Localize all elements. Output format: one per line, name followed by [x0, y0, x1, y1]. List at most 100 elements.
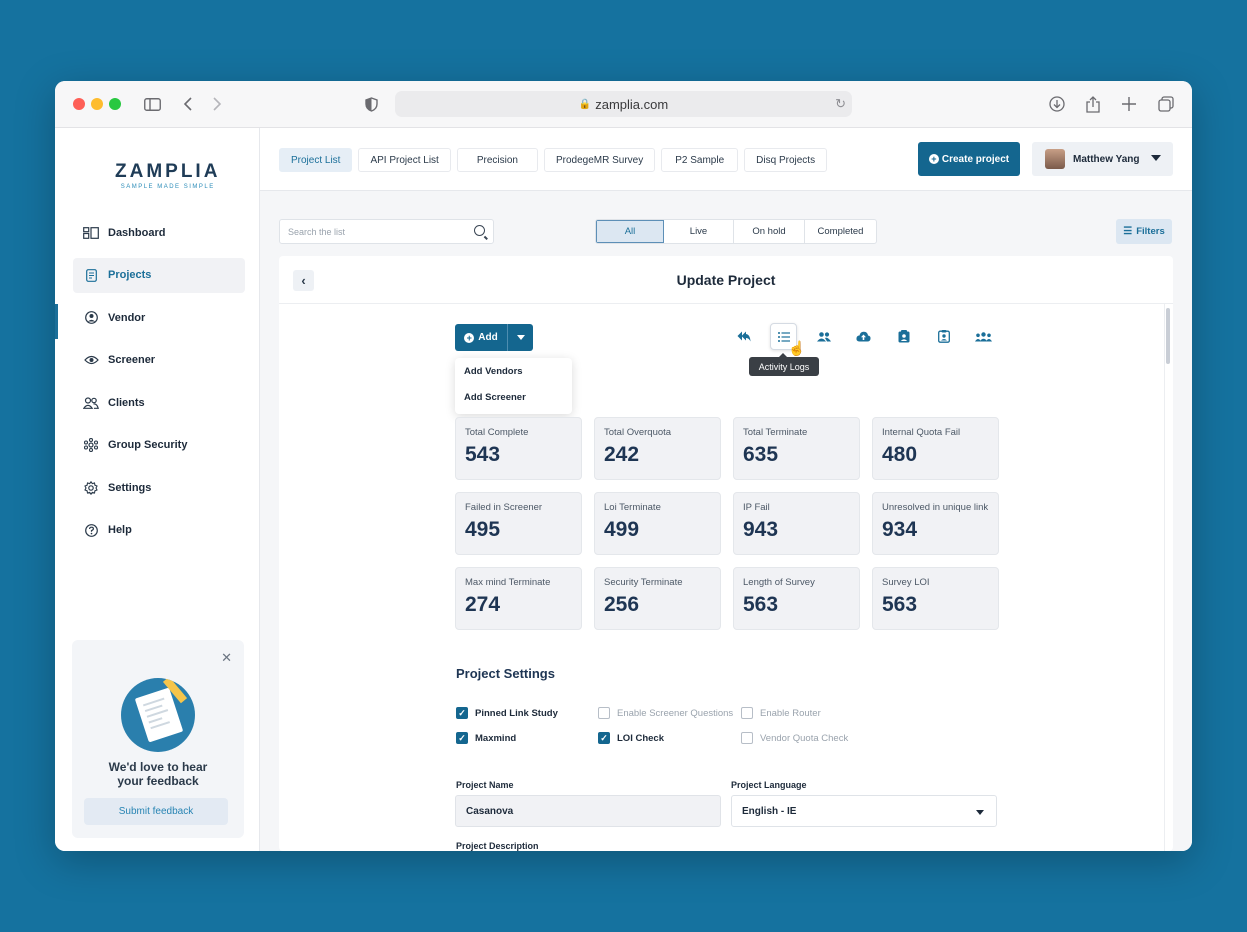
sidebar-item-help[interactable]: Help — [73, 513, 245, 548]
share-icon[interactable] — [1082, 93, 1104, 115]
feedback-card: ✕ We'd love to hear your feedback Submit… — [72, 640, 244, 838]
tab-prodegemr-survey[interactable]: ProdegeMR Survey — [543, 148, 656, 172]
stat-card: Internal Quota Fail 480 — [872, 417, 999, 480]
stat-card: Loi Terminate 499 — [594, 492, 721, 555]
cloud-upload-icon[interactable] — [850, 323, 877, 350]
segment-all[interactable]: All — [596, 220, 664, 243]
active-indicator — [55, 304, 58, 339]
url-text: zamplia.com — [595, 96, 669, 112]
clients-icon — [83, 395, 99, 411]
logo-wordmark: ZAMPLIA — [115, 161, 221, 182]
chevron-down-icon — [1151, 155, 1161, 161]
privacy-shield-icon[interactable] — [360, 93, 382, 115]
scrollbar[interactable] — [1164, 304, 1173, 851]
zamplia-logo[interactable]: ZAMPLIA SAMPLE MADE SIMPLE — [115, 161, 220, 190]
search-placeholder: Search the list — [288, 226, 346, 237]
add-menu: Add Vendors Add Screener — [455, 358, 572, 414]
stat-card: Survey LOI 563 — [872, 567, 999, 630]
main-content: Search the list All Live On hold Complet… — [260, 191, 1192, 851]
sidebar-item-clients[interactable]: Clients — [73, 385, 245, 420]
contact-card-icon[interactable] — [930, 323, 957, 350]
reload-icon[interactable]: ↻ — [835, 96, 846, 111]
new-tab-icon[interactable] — [1118, 93, 1140, 115]
forward-nav-icon[interactable] — [206, 93, 228, 115]
checkbox-loi-check[interactable]: ✓ LOI Check — [598, 732, 664, 744]
back-button[interactable]: ‹ — [293, 270, 314, 291]
plus-circle-icon: + — [928, 154, 939, 164]
submit-feedback-button[interactable]: Submit feedback — [84, 798, 228, 825]
download-icon[interactable] — [1046, 93, 1068, 115]
sidebar-item-dashboard[interactable]: Dashboard — [73, 215, 245, 250]
panel-header: ‹ Update Project — [279, 256, 1173, 304]
checkbox-enable-router[interactable]: Enable Router — [741, 707, 821, 719]
checkmark-icon: ✓ — [456, 707, 468, 719]
menu-item-add-screener[interactable]: Add Screener — [464, 391, 526, 403]
checkbox-vendor-quota-check[interactable]: Vendor Quota Check — [741, 732, 848, 744]
stat-card: Unresolved in unique link 934 — [872, 492, 999, 555]
checkbox-maxmind[interactable]: ✓ Maxmind — [456, 732, 516, 744]
users-icon[interactable] — [810, 323, 837, 350]
create-project-button[interactable]: + Create project — [918, 142, 1020, 176]
browser-window: 🔒 zamplia.com ↻ ZAMPLIA SAMPLE MADE SIMP… — [55, 81, 1192, 851]
project-settings-title: Project Settings — [456, 666, 555, 681]
close-icon[interactable]: ✕ — [221, 650, 232, 665]
add-dropdown-toggle[interactable] — [508, 335, 533, 340]
reply-all-icon[interactable] — [730, 323, 757, 350]
sidebar-item-group-security[interactable]: Group Security — [73, 428, 245, 463]
projects-icon — [83, 267, 99, 283]
activity-logs-tooltip: Activity Logs — [749, 353, 819, 376]
back-nav-icon[interactable] — [177, 93, 199, 115]
segment-completed[interactable]: Completed — [817, 226, 864, 237]
tab-project-list[interactable]: Project List — [279, 148, 353, 172]
activity-logs-icon[interactable] — [770, 323, 797, 350]
project-language-select[interactable]: English - IE — [731, 795, 997, 827]
segment-live[interactable]: Live — [664, 220, 734, 243]
dashboard-icon — [83, 225, 99, 241]
create-project-label: Create project — [941, 153, 1010, 165]
filters-button[interactable]: ☰ Filters — [1116, 219, 1172, 244]
project-tabs: Project List API Project List Precision … — [279, 148, 833, 172]
sidebar-item-screener[interactable]: Screener — [73, 343, 245, 378]
project-name-field[interactable]: Casanova — [455, 795, 721, 827]
sidebar-item-projects[interactable]: Projects — [73, 257, 245, 293]
menu-item-add-vendors[interactable]: Add Vendors — [464, 365, 523, 377]
tab-p2-sample[interactable]: P2 Sample — [661, 148, 739, 172]
feedback-illustration — [121, 678, 195, 752]
tab-precision[interactable]: Precision — [456, 148, 538, 172]
sidebar-item-label: Group Security — [108, 439, 188, 451]
avatar — [1045, 149, 1065, 169]
sidebar-item-label: Vendor — [108, 311, 146, 324]
tab-overview-icon[interactable] — [1155, 93, 1177, 115]
stats-grid: Total Complete 543 Total Overquota 242 Tot… — [455, 417, 999, 630]
user-menu[interactable]: Matthew Yang — [1032, 142, 1173, 176]
checkbox-enable-screener-questions[interactable]: Enable Screener Questions — [598, 707, 733, 719]
tab-api-project-list[interactable]: API Project List — [358, 148, 451, 172]
checkbox-pinned-link-study[interactable]: ✓ Pinned Link Study — [456, 707, 558, 719]
segment-on-hold[interactable]: On hold — [734, 220, 805, 243]
sidebar-toggle-icon[interactable] — [141, 93, 163, 115]
address-bar[interactable]: 🔒 zamplia.com ↻ — [395, 91, 852, 117]
search-icon[interactable] — [474, 225, 485, 236]
group-security-icon — [83, 437, 99, 453]
stat-card: Failed in Screener 495 — [455, 492, 582, 555]
plus-circle-icon: + — [464, 332, 475, 343]
add-split-button[interactable]: + Add — [455, 324, 533, 351]
close-window-button[interactable] — [73, 98, 85, 110]
vendor-badge-icon[interactable] — [890, 323, 917, 350]
minimize-window-button[interactable] — [91, 98, 103, 110]
sidebar-item-settings[interactable]: Settings — [73, 470, 245, 505]
maximize-window-button[interactable] — [109, 98, 121, 110]
vendor-icon — [83, 310, 99, 326]
sidebar-item-label: Dashboard — [108, 226, 166, 239]
groups-icon[interactable] — [970, 323, 997, 350]
filters-label: Filters — [1136, 226, 1165, 237]
user-name: Matthew Yang — [1073, 153, 1140, 165]
sidebar-item-vendor[interactable]: Vendor — [73, 300, 245, 335]
scrollbar-thumb[interactable] — [1166, 308, 1170, 364]
add-button[interactable]: + Add — [455, 324, 508, 351]
tab-disq-projects[interactable]: Disq Projects — [744, 148, 828, 172]
stat-card: Security Terminate 256 — [594, 567, 721, 630]
search-input[interactable]: Search the list — [279, 219, 494, 244]
help-icon — [83, 522, 99, 538]
page-title: Update Project — [676, 272, 776, 288]
